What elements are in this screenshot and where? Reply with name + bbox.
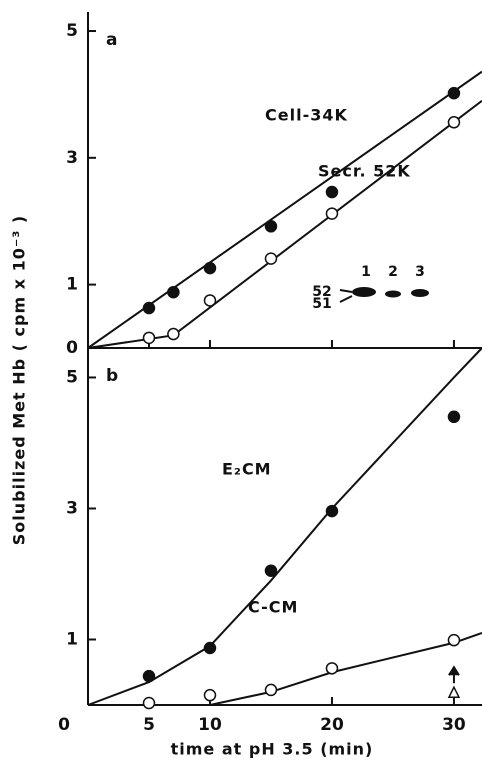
y-axis-label: Solubilized Met Hb ( cpm x 10⁻³ ) <box>10 215 29 545</box>
x-axis-label: time at pH 3.5 (min) <box>171 740 374 759</box>
y-tick-label: 1 <box>66 629 78 649</box>
x-tick-label: 30 <box>442 715 466 735</box>
data-point <box>143 332 154 343</box>
data-point <box>143 671 154 682</box>
x-tick-label: 5 <box>143 715 155 735</box>
panel-label: a <box>106 30 117 50</box>
data-point <box>204 263 215 274</box>
y-tick-label: 3 <box>66 498 78 518</box>
x-tick-label: 20 <box>320 715 344 735</box>
series-label: Cell-34K <box>265 106 348 125</box>
data-point <box>448 411 459 422</box>
fit-line <box>88 348 482 705</box>
series-label: C-CM <box>248 598 298 617</box>
triangle-marker <box>449 687 459 697</box>
data-point <box>204 295 215 306</box>
data-point <box>326 663 337 674</box>
x-tick-label: 0 <box>58 715 70 735</box>
arrow <box>449 667 459 683</box>
data-point <box>265 221 276 232</box>
y-tick-label: 3 <box>66 148 78 168</box>
series-label: E₂CM <box>222 460 272 479</box>
data-point <box>326 506 337 517</box>
inset-label: 3 <box>415 264 425 280</box>
data-point <box>204 643 215 654</box>
panel-label: b <box>106 366 118 386</box>
data-point <box>448 88 459 99</box>
series-label: Secr. 52K <box>318 162 411 181</box>
data-point <box>448 117 459 128</box>
y-tick-label: 1 <box>66 275 78 295</box>
data-point <box>168 329 179 340</box>
y-tick-label: 0 <box>66 338 78 358</box>
data-point <box>143 303 154 314</box>
gel-inset <box>340 287 429 302</box>
inset-label: 2 <box>388 264 398 280</box>
fit-line <box>88 633 482 705</box>
inset-label: 51 <box>312 296 331 312</box>
data-point <box>143 698 154 709</box>
data-point <box>265 684 276 695</box>
data-point <box>448 635 459 646</box>
data-point <box>204 690 215 701</box>
y-tick-label: 5 <box>66 21 78 41</box>
chart: Solubilized Met Hb ( cpm x 10⁻³ ) time a… <box>0 0 482 763</box>
y-tick-label: 5 <box>66 367 78 387</box>
x-tick-label: 10 <box>198 715 222 735</box>
data-point <box>265 253 276 264</box>
data-point <box>326 208 337 219</box>
data-point <box>168 287 179 298</box>
data-point <box>326 187 337 198</box>
data-point <box>265 565 276 576</box>
inset-label: 1 <box>361 264 371 280</box>
